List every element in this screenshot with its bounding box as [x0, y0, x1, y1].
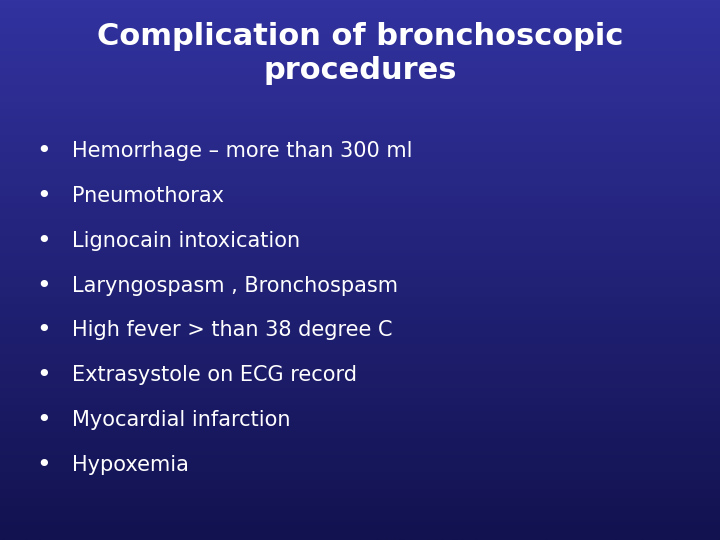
Text: •: • [36, 139, 50, 163]
Text: Hemorrhage – more than 300 ml: Hemorrhage – more than 300 ml [72, 141, 413, 161]
Text: Pneumothorax: Pneumothorax [72, 186, 224, 206]
Text: •: • [36, 319, 50, 342]
Text: •: • [36, 453, 50, 477]
Text: •: • [36, 408, 50, 432]
Text: Extrasystole on ECG record: Extrasystole on ECG record [72, 365, 357, 386]
Text: •: • [36, 184, 50, 208]
Text: •: • [36, 229, 50, 253]
Text: Lignocain intoxication: Lignocain intoxication [72, 231, 300, 251]
Text: •: • [36, 274, 50, 298]
Text: Myocardial infarction: Myocardial infarction [72, 410, 290, 430]
Text: Laryngospasm , Bronchospasm: Laryngospasm , Bronchospasm [72, 275, 398, 296]
Text: •: • [36, 363, 50, 387]
Text: Complication of bronchoscopic
procedures: Complication of bronchoscopic procedures [96, 22, 624, 85]
Text: High fever > than 38 degree C: High fever > than 38 degree C [72, 320, 392, 341]
Text: Hypoxemia: Hypoxemia [72, 455, 189, 475]
